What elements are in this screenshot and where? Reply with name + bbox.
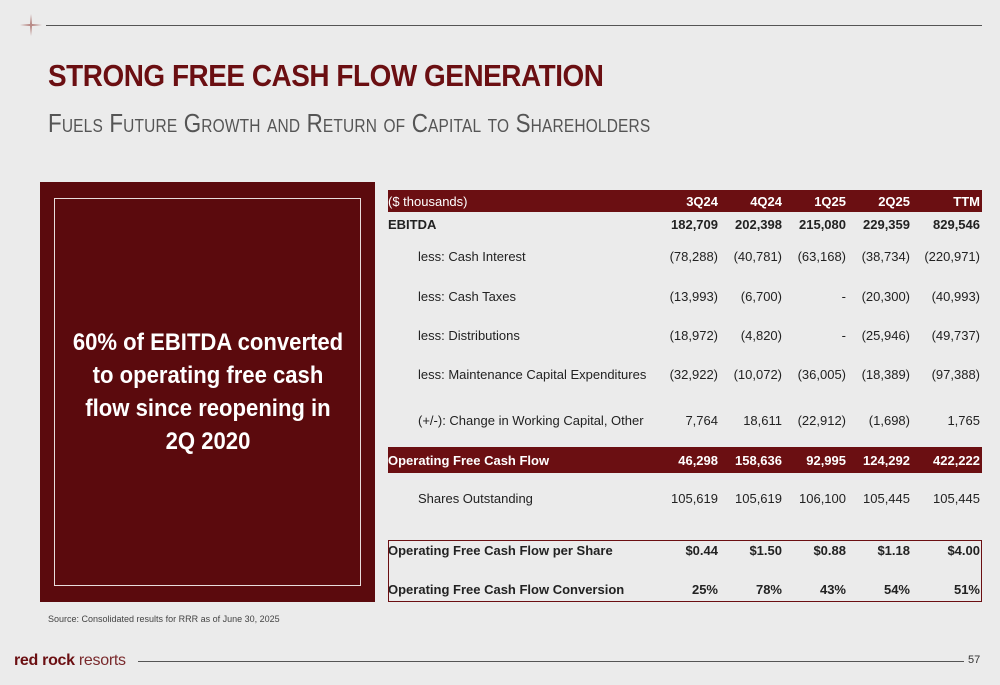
row-label: less: Cash Interest	[418, 248, 526, 264]
page-title: STRONG FREE CASH FLOW GENERATION	[48, 58, 604, 93]
cell-value: 215,080	[799, 216, 846, 232]
table-row: (+/-): Change in Working Capital, Other …	[388, 409, 982, 431]
column-header: 1Q25	[814, 193, 846, 209]
cell-value: 105,445	[933, 490, 980, 506]
cell-value: 105,445	[863, 490, 910, 506]
column-header: TTM	[953, 193, 980, 209]
row-label: EBITDA	[388, 216, 437, 232]
cell-value: (22,912)	[797, 412, 846, 428]
unit-label: ($ thousands)	[388, 193, 468, 209]
cell-value: 25%	[691, 581, 718, 597]
table-row: less: Maintenance Capital Expenditures (…	[388, 363, 982, 385]
source-note: Source: Consolidated results for RRR as …	[48, 614, 280, 624]
cell-value: (78,288)	[669, 248, 718, 264]
cell-value: (220,971)	[924, 248, 980, 264]
cell-value: 92,995	[806, 452, 846, 468]
table-row-ofcf-conversion: Operating Free Cash Flow Conversion 25% …	[388, 578, 982, 600]
cell-value: (1,698)	[868, 412, 910, 428]
table-row: Shares Outstanding 105,619 105,619 106,1…	[388, 487, 982, 509]
cell-value: $4.00	[947, 542, 980, 558]
callout-text: 60% of EBITDA converted to operating fre…	[72, 329, 343, 455]
cell-value: (20,300)	[861, 288, 910, 304]
cell-value: 229,359	[863, 216, 910, 232]
cell-value: 105,619	[671, 490, 718, 506]
table-row-ebitda: EBITDA 182,709 202,398 215,080 229,359 8…	[388, 213, 982, 235]
row-label: Operating Free Cash Flow	[388, 452, 550, 468]
callout-frame: 60% of EBITDA converted to operating fre…	[54, 198, 361, 586]
cell-value: (13,993)	[669, 288, 718, 304]
row-label: Operating Free Cash Flow Conversion	[388, 581, 625, 597]
cell-value: 78%	[755, 581, 782, 597]
cell-value: 106,100	[799, 490, 846, 506]
cell-value: 124,292	[863, 452, 910, 468]
cell-value: 158,636	[735, 452, 782, 468]
cell-value: (36,005)	[797, 366, 846, 382]
cell-value: 182,709	[671, 216, 718, 232]
row-label: Shares Outstanding	[418, 490, 533, 506]
cell-value: -	[841, 288, 846, 304]
row-label: less: Maintenance Capital Expenditures	[418, 366, 647, 382]
bottom-rule	[138, 661, 964, 662]
company-logo: red rock resorts	[14, 652, 126, 670]
highlight-box	[388, 540, 982, 602]
page-number: 57	[968, 654, 981, 666]
cell-value: (25,946)	[861, 327, 910, 343]
logo-bold-text: red rock	[14, 652, 75, 669]
compass-star-icon	[20, 14, 42, 36]
table-header-row: ($ thousands) 3Q24 4Q24 1Q25 2Q25 TTM	[388, 190, 982, 212]
row-label: less: Cash Taxes	[418, 288, 517, 304]
cell-value: (63,168)	[797, 248, 846, 264]
column-header: 3Q24	[686, 193, 718, 209]
row-label: less: Distributions	[418, 327, 520, 343]
page-subtitle: Fuels Future Growth and Return of Capita…	[48, 108, 651, 138]
table-row-operating-free-cash-flow: Operating Free Cash Flow 46,298 158,636 …	[388, 447, 982, 473]
cell-value: 54%	[883, 581, 910, 597]
table-row-ofcf-per-share: Operating Free Cash Flow per Share $0.44…	[388, 539, 982, 561]
table-row: less: Cash Taxes (13,993) (6,700) - (20,…	[388, 285, 982, 307]
cell-value: (18,972)	[669, 327, 718, 343]
cell-value: (97,388)	[931, 366, 980, 382]
cell-value: (32,922)	[669, 366, 718, 382]
cell-value: (4,820)	[740, 327, 782, 343]
cell-value: 1,765	[947, 412, 980, 428]
row-label: (+/-): Change in Working Capital, Other	[418, 412, 644, 428]
cell-value: 422,222	[933, 452, 980, 468]
cell-value: (49,737)	[931, 327, 980, 343]
table-row: less: Cash Interest (78,288) (40,781) (6…	[388, 245, 982, 267]
callout-panel: 60% of EBITDA converted to operating fre…	[40, 182, 375, 602]
cell-value: (18,389)	[861, 366, 910, 382]
cell-value: 18,611	[743, 412, 782, 428]
cell-value: (40,993)	[931, 288, 980, 304]
cell-value: $0.44	[685, 542, 718, 558]
cell-value: 51%	[953, 581, 980, 597]
cell-value: 202,398	[735, 216, 782, 232]
column-header: 4Q24	[750, 193, 782, 209]
cell-value: 46,298	[678, 452, 718, 468]
cell-value: (40,781)	[733, 248, 782, 264]
cell-value: (10,072)	[733, 366, 782, 382]
top-rule	[46, 25, 982, 26]
row-label: Operating Free Cash Flow per Share	[388, 542, 613, 558]
cell-value: 105,619	[735, 490, 782, 506]
cell-value: 7,764	[685, 412, 718, 428]
cell-value: (38,734)	[861, 248, 910, 264]
cell-value: $0.88	[813, 542, 846, 558]
cell-value: (6,700)	[740, 288, 782, 304]
cell-value: $1.18	[877, 542, 910, 558]
cell-value: 829,546	[933, 216, 980, 232]
cell-value: $1.50	[749, 542, 782, 558]
logo-light-text: resorts	[74, 652, 126, 669]
column-header: 2Q25	[878, 193, 910, 209]
cell-value: 43%	[819, 581, 846, 597]
cell-value: -	[841, 327, 846, 343]
table-row: less: Distributions (18,972) (4,820) - (…	[388, 324, 982, 346]
